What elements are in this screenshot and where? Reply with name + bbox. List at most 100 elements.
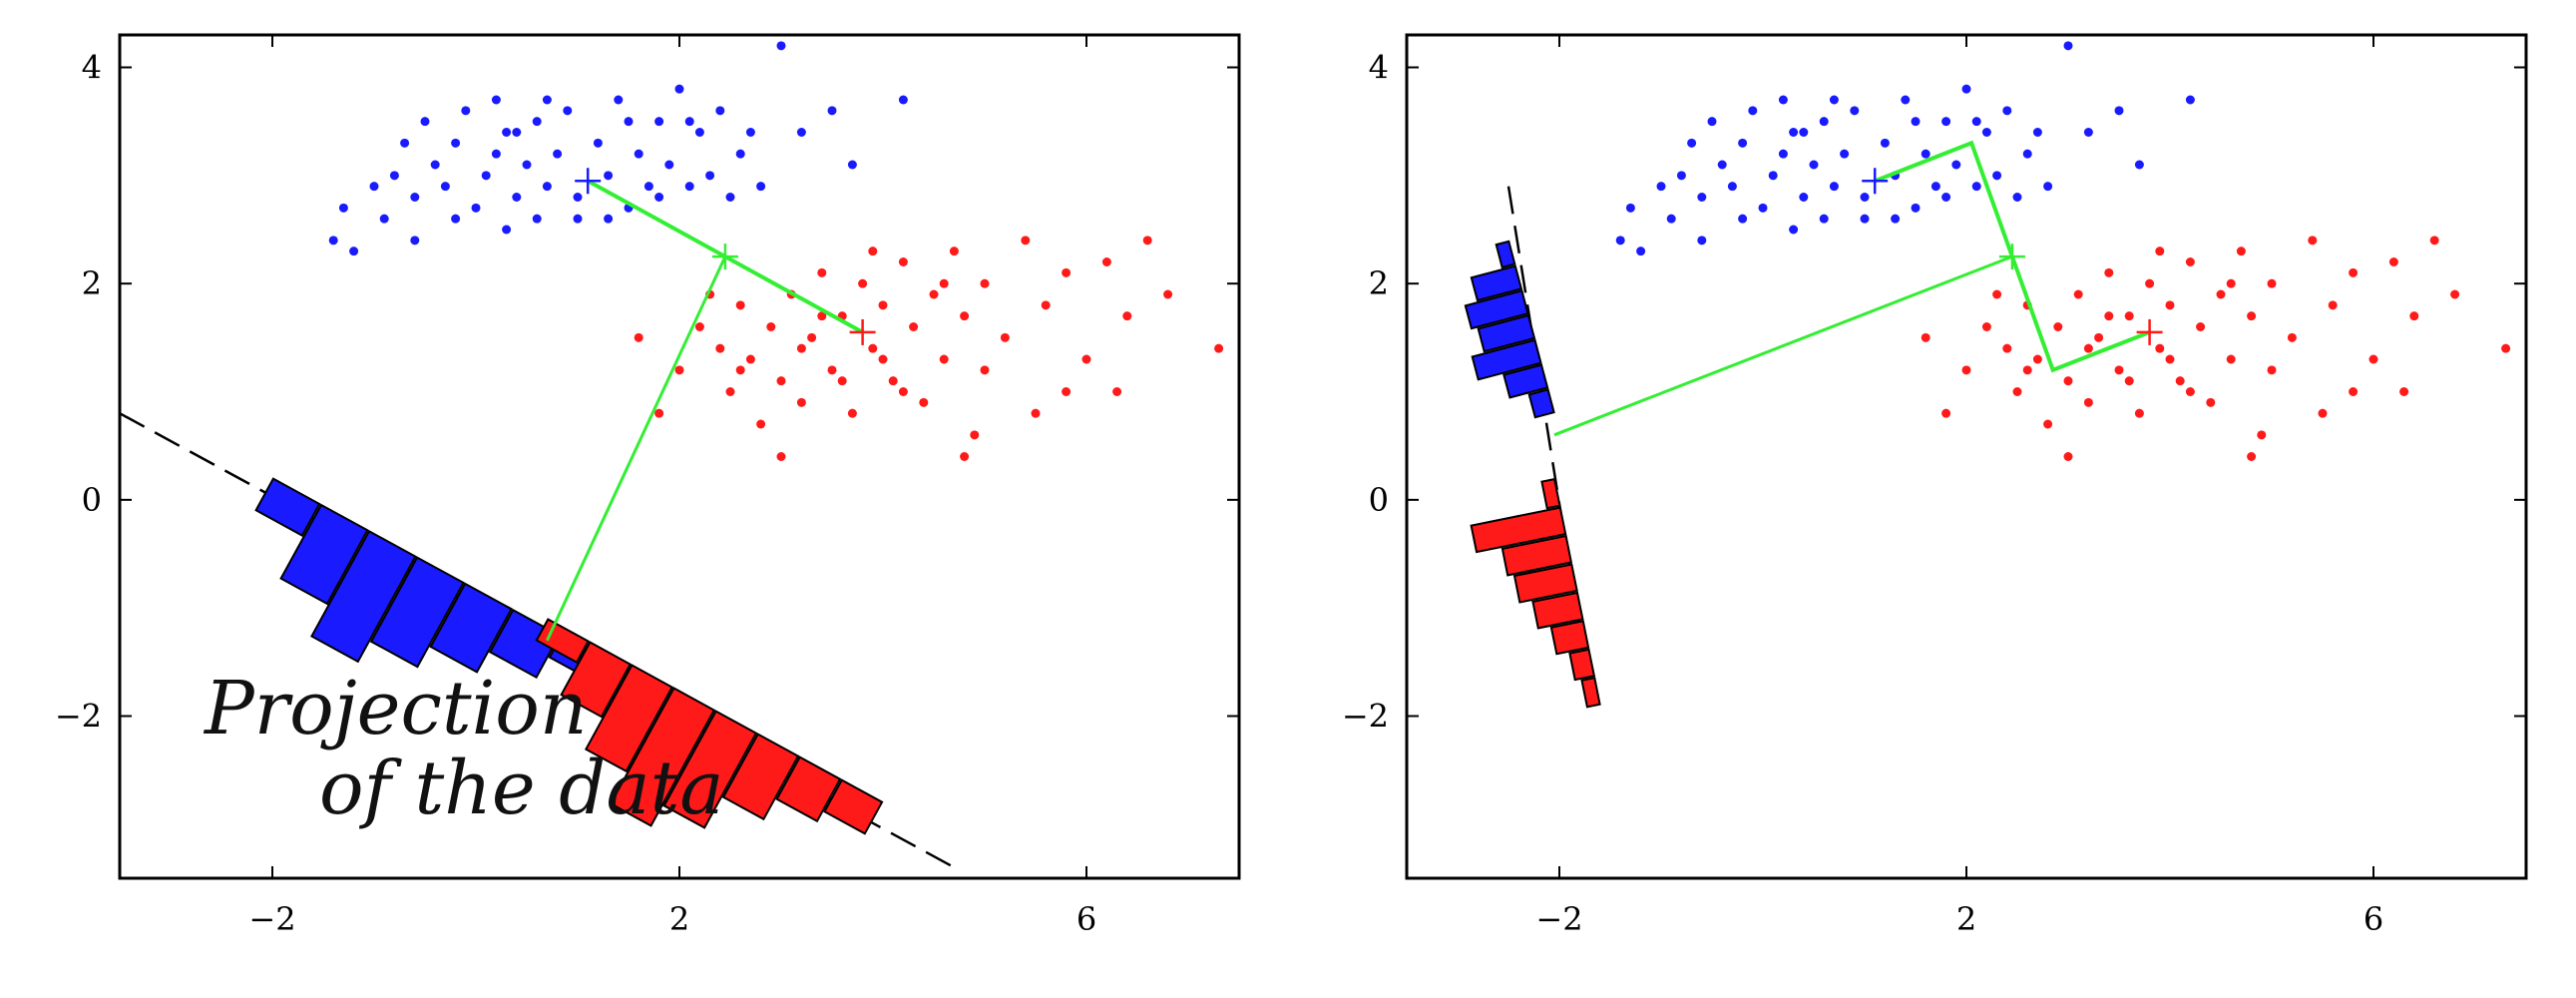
left-red-point bbox=[745, 354, 755, 364]
right-red-point bbox=[2083, 397, 2093, 407]
left-blue-point bbox=[491, 149, 501, 159]
right-red-point bbox=[2501, 343, 2511, 353]
right-red-point bbox=[2175, 376, 2185, 386]
left-blue-point bbox=[542, 182, 552, 192]
right-red-point bbox=[2226, 354, 2236, 364]
left-red-histogram-bar bbox=[535, 618, 590, 664]
left-blue-point bbox=[440, 182, 450, 192]
left-blue-histogram-bar bbox=[254, 477, 321, 537]
right-blue-point bbox=[1809, 160, 1819, 170]
left-blue-point bbox=[684, 117, 694, 127]
left-blue-point bbox=[654, 117, 664, 127]
right-y-tick-label: 2 bbox=[1369, 264, 1389, 302]
left-blue-point bbox=[776, 41, 786, 51]
left-red-point bbox=[960, 311, 970, 321]
right-red-point bbox=[2155, 343, 2165, 353]
right-blue-point bbox=[1697, 236, 1707, 246]
left-blue-point bbox=[532, 117, 542, 127]
left-red-point bbox=[980, 365, 990, 375]
left-blue-point bbox=[684, 182, 694, 192]
right-blue-point bbox=[1829, 182, 1839, 192]
left-blue-point bbox=[553, 149, 563, 159]
right-blue-point bbox=[1758, 203, 1768, 213]
left-red-point bbox=[888, 376, 898, 386]
left-blue-point bbox=[522, 160, 532, 170]
left-blue-point bbox=[451, 214, 461, 224]
right-blue-point bbox=[2032, 128, 2042, 137]
left-red-point bbox=[837, 376, 847, 386]
left-red-histogram-bar bbox=[721, 733, 800, 821]
right-blue-histogram-bar bbox=[1503, 363, 1549, 399]
right-red-point bbox=[2104, 311, 2114, 321]
right-red-point bbox=[2349, 387, 2359, 396]
right-red-point bbox=[2328, 300, 2338, 310]
right-red-point bbox=[2409, 311, 2419, 321]
left-blue-point bbox=[715, 106, 725, 116]
right-blue-point bbox=[1738, 214, 1748, 224]
right-red-point bbox=[2053, 322, 2063, 331]
right-red-point bbox=[1941, 408, 1951, 418]
left-blue-point bbox=[624, 117, 634, 127]
right-blue-histogram-bar bbox=[1477, 313, 1536, 353]
right-y-tick-label: 4 bbox=[1369, 49, 1389, 87]
right-blue-point bbox=[1819, 117, 1829, 127]
handwritten-note-line1: Projection bbox=[203, 666, 588, 751]
right-blue-point bbox=[2002, 106, 2012, 116]
right-red-point bbox=[2134, 408, 2144, 418]
left-red-point bbox=[878, 354, 888, 364]
left-blue-point bbox=[502, 225, 512, 235]
left-blue-point bbox=[389, 171, 399, 181]
left-blue-point bbox=[593, 138, 603, 148]
right-red-histogram-bar bbox=[1512, 563, 1578, 604]
right-red-point bbox=[2145, 278, 2155, 288]
right-blue-point bbox=[1981, 128, 1991, 137]
left-blue-point bbox=[410, 193, 420, 202]
right-red-point bbox=[2012, 387, 2022, 396]
left-y-tick-label: 4 bbox=[82, 49, 102, 87]
left-red-point bbox=[1021, 236, 1031, 246]
right-red-point bbox=[2267, 365, 2277, 375]
left-red-point bbox=[949, 247, 959, 256]
left-x-tick-label: 6 bbox=[1076, 900, 1096, 938]
left-red-point bbox=[868, 247, 878, 256]
left-red-point bbox=[898, 387, 908, 396]
left-blue-point bbox=[430, 160, 440, 170]
left-red-point bbox=[735, 365, 745, 375]
right-red-point bbox=[2247, 311, 2257, 321]
left-red-point bbox=[817, 267, 827, 277]
right-red-point bbox=[2155, 247, 2165, 256]
left-red-point bbox=[919, 397, 929, 407]
left-red-point bbox=[715, 343, 725, 353]
left-blue-point bbox=[634, 149, 644, 159]
right-blue-point bbox=[1789, 128, 1799, 137]
left-red-histogram-bar bbox=[823, 778, 884, 835]
right-red-point bbox=[2063, 376, 2073, 386]
left-blue-point bbox=[481, 171, 491, 181]
right-green-projection-line bbox=[1553, 254, 2013, 437]
right-x-tick-label: −2 bbox=[1535, 900, 1582, 938]
right-blue-point bbox=[1880, 138, 1890, 148]
left-green-projection-line bbox=[546, 255, 727, 642]
left-blue-point bbox=[573, 214, 583, 224]
left-red-point bbox=[970, 430, 980, 440]
right-blue-point bbox=[1687, 138, 1697, 148]
right-red-point bbox=[2257, 430, 2267, 440]
right-blue-point bbox=[1778, 149, 1788, 159]
right-red-histogram-bar bbox=[1470, 506, 1567, 554]
left-blue-point bbox=[725, 193, 735, 202]
left-red-point bbox=[776, 452, 786, 461]
right-red-point bbox=[2318, 408, 2328, 418]
left-red-point bbox=[1214, 343, 1224, 353]
right-blue-point bbox=[2022, 149, 2032, 159]
left-x-tick-label: 2 bbox=[669, 900, 689, 938]
right-red-point bbox=[2388, 257, 2398, 266]
right-blue-point bbox=[1778, 95, 1788, 105]
left-blue-point bbox=[400, 138, 410, 148]
left-blue-point bbox=[604, 214, 614, 224]
left-y-tick-label: 0 bbox=[82, 481, 102, 519]
right-red-point bbox=[2043, 419, 2053, 429]
left-blue-point bbox=[664, 160, 674, 170]
right-blue-point bbox=[1901, 95, 1911, 105]
right-red-point bbox=[2165, 354, 2175, 364]
left-red-point bbox=[694, 322, 704, 331]
